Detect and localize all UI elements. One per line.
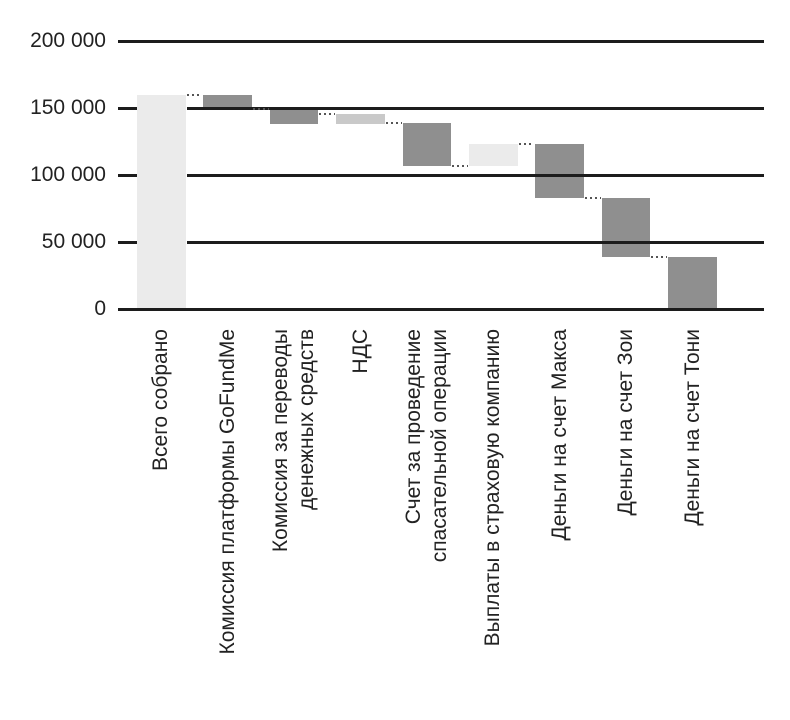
x-axis-label-money-to-zoya: Деньги на счет Зои — [613, 329, 639, 720]
bar-insurance — [469, 143, 518, 166]
x-axis-label-line: Выплаты в страховую компанию — [481, 329, 505, 647]
x-axis-label-rescue-bill: Счет за проведение спасательной операции — [401, 329, 453, 720]
x-axis-label-insurance: Выплаты в страховую компанию — [480, 329, 506, 720]
x-axis-label-line: Счет за проведение — [401, 329, 425, 525]
x-axis-label-transfer-fee: Комиссия за переводы денежных средств — [268, 329, 320, 720]
x-axis-label-line: НДС — [348, 329, 372, 374]
y-tick-label: 100 000 — [30, 163, 106, 186]
grid-line — [186, 240, 764, 244]
connector — [186, 93, 203, 96]
x-axis-label-line: денежных средств — [295, 329, 319, 510]
bar-transfer-fee — [269, 109, 319, 125]
bar-money-to-tony — [668, 256, 717, 309]
x-axis-label-line: Деньги на счет Макса — [547, 329, 571, 541]
x-axis-label-line: Деньги на счет Тони — [680, 329, 704, 526]
bar-rescue-bill — [402, 122, 452, 166]
grid-line — [118, 307, 764, 311]
x-axis-label-vat: НДС — [348, 329, 374, 720]
axis-tick — [118, 173, 137, 177]
connector — [319, 113, 336, 116]
x-axis-label-line: спасательной операции — [427, 329, 451, 563]
connector — [452, 164, 468, 167]
connector — [385, 121, 402, 124]
connector — [518, 142, 535, 145]
x-axis-label-gofundme-fee: Комиссия платформы GoFundMe — [215, 329, 241, 720]
bar-money-to-max — [535, 143, 584, 198]
axis-tick — [118, 240, 137, 244]
y-tick-label: 0 — [94, 297, 106, 320]
x-axis-label-line: Деньги на счет Зои — [614, 329, 638, 516]
connector — [651, 255, 668, 258]
bar-money-to-zoya — [601, 197, 651, 257]
grid-line — [186, 106, 764, 110]
x-axis-label-money-to-tony: Деньги на счет Тони — [680, 329, 706, 720]
grid-line — [118, 39, 764, 43]
x-axis-label-line: Комиссия платформы GoFundMe — [215, 329, 239, 655]
connector — [585, 196, 601, 199]
bar-total-raised — [137, 94, 186, 309]
bar-gofundme-fee — [203, 94, 252, 110]
grid-line — [186, 173, 764, 177]
x-axis-label-money-to-max: Деньги на счет Макса — [547, 329, 573, 720]
x-axis-label-line: Всего собрано — [149, 329, 173, 471]
y-tick-label: 200 000 — [30, 29, 106, 52]
x-axis-label-total-raised: Всего собрано — [148, 329, 174, 720]
y-tick-label: 150 000 — [30, 96, 106, 119]
x-axis-label-line: Комиссия за переводы — [269, 329, 293, 553]
y-tick-label: 50 000 — [41, 230, 106, 253]
axis-tick — [118, 106, 137, 110]
connector — [253, 108, 269, 111]
bar-vat — [336, 114, 385, 125]
